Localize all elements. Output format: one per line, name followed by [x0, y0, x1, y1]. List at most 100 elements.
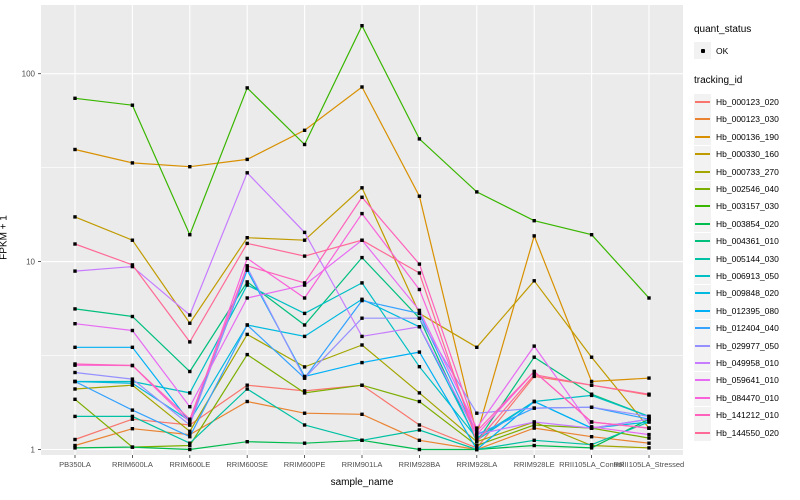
line-swatch-icon	[695, 361, 710, 364]
data-point-Hb_006913_050	[360, 281, 364, 285]
data-point-Hb_000330_160	[589, 355, 594, 359]
data-point-Hb_141212_010	[360, 195, 364, 199]
data-point-Hb_012404_040	[130, 408, 135, 412]
legend-item-label: Hb_000123_030	[716, 114, 779, 125]
legend-item-label: Hb_009848_020	[716, 288, 779, 299]
data-point-Hb_002546_040	[245, 352, 249, 357]
data-point-Hb_000123_030	[73, 443, 77, 448]
data-point-Hb_000136_190	[417, 194, 422, 198]
data-point-Hb_144550_020	[589, 383, 594, 387]
x-axis-title: sample_name	[330, 477, 394, 488]
legend-key-line-icon	[694, 354, 711, 372]
data-point-Hb_000136_190	[245, 157, 249, 162]
data-point-Hb_049958_010	[245, 171, 249, 175]
legend-section-quant-status: quant_status OK	[694, 24, 798, 60]
data-point-Hb_141212_010	[647, 426, 651, 430]
data-point-Hb_003854_020	[302, 441, 307, 445]
y-tick-label: 1	[31, 445, 36, 454]
data-point-Hb_005144_030	[360, 438, 364, 442]
data-point-Hb_012395_080	[73, 345, 77, 349]
legend-key-line-icon	[694, 267, 711, 285]
x-tick-label: RRIM600LE	[169, 460, 210, 469]
data-point-Hb_002546_040	[188, 443, 192, 448]
legend-item-label: Hb_004361_010	[716, 236, 779, 247]
data-point-Hb_029977_050	[188, 423, 192, 427]
data-point-Hb_003157_030	[475, 190, 479, 194]
line-swatch-icon	[695, 344, 710, 347]
y-tick-label: 10	[26, 257, 35, 266]
legend-item-Hb_005144_030: Hb_005144_030	[694, 250, 798, 268]
data-point-Hb_000330_160	[360, 186, 364, 190]
line-swatch-icon	[695, 135, 710, 138]
legend-key-line-icon	[694, 389, 711, 407]
data-point-Hb_059641_010	[417, 308, 422, 313]
data-point-Hb_029977_050	[360, 316, 364, 320]
data-point-Hb_000136_190	[532, 234, 536, 238]
x-tick-label: RRIM928BA	[399, 460, 441, 469]
data-point-Hb_049958_010	[647, 417, 651, 421]
legend-item-Hb_000123_030: Hb_000123_030	[694, 110, 798, 128]
data-point-Hb_005144_030	[417, 428, 422, 432]
legend-key-line-icon	[694, 180, 711, 198]
data-point-Hb_002546_040	[360, 383, 364, 387]
data-point-Hb_000123_030	[360, 412, 364, 416]
line-swatch-icon	[695, 257, 710, 260]
y-axis-title: FPKM + 1	[0, 215, 10, 260]
legend: quant_status OK tracking_id Hb_000123_02…	[694, 24, 798, 457]
legend-item-label: Hb_059641_010	[716, 375, 779, 386]
data-point-Hb_004361_010	[360, 255, 364, 260]
data-point-Hb_144550_020	[302, 254, 307, 258]
legend-key-line-icon	[694, 319, 711, 337]
legend-item-Hb_009848_020: Hb_009848_020	[694, 284, 798, 302]
data-point-Hb_002546_040	[302, 391, 307, 395]
data-point-Hb_000123_020	[73, 437, 77, 442]
data-point-Hb_084470_010	[302, 296, 307, 300]
line-swatch-icon	[695, 222, 710, 225]
data-point-Hb_000733_270	[302, 365, 307, 369]
data-point-Hb_000123_030	[245, 399, 249, 404]
data-point-Hb_000123_030	[647, 441, 651, 445]
data-point-Hb_000123_030	[532, 426, 536, 430]
data-point-Hb_005144_030	[532, 438, 536, 442]
data-point-Hb_003854_020	[589, 446, 594, 450]
data-point-Hb_059641_010	[532, 344, 536, 348]
data-point-Hb_144550_020	[417, 271, 422, 275]
legend-item-label: Hb_144550_020	[716, 427, 779, 438]
x-tick-label: RRIM600LA	[112, 460, 153, 469]
data-point-Hb_000123_020	[302, 389, 307, 393]
data-point-Hb_049958_010	[73, 269, 77, 273]
data-point-Hb_003157_030	[417, 137, 422, 141]
data-point-Hb_000733_270	[188, 429, 192, 433]
data-point-Hb_059641_010	[647, 432, 651, 437]
data-point-Hb_000733_270	[647, 446, 651, 450]
data-point-Hb_005144_030	[73, 414, 77, 419]
data-point-Hb_029977_050	[647, 414, 651, 419]
data-point-Hb_141212_010	[188, 417, 192, 421]
data-point-Hb_012404_040	[245, 323, 249, 327]
data-point-Hb_141212_010	[302, 281, 307, 285]
data-point-Hb_003157_030	[647, 296, 651, 300]
data-point-Hb_005144_030	[589, 443, 594, 447]
data-point-Hb_003157_030	[532, 219, 536, 223]
data-point-Hb_144550_020	[245, 241, 249, 246]
data-point-Hb_000136_190	[360, 85, 364, 89]
data-point-Hb_003854_020	[532, 443, 536, 448]
data-point-Hb_029977_050	[417, 316, 422, 320]
data-point-Hb_144550_020	[475, 440, 479, 444]
data-point-Hb_084470_010	[475, 432, 479, 437]
legend-key-line-icon	[694, 284, 711, 302]
data-point-Hb_004361_010	[302, 323, 307, 327]
data-point-Hb_002546_040	[417, 399, 422, 404]
line-swatch-icon	[695, 431, 710, 434]
legend-key-line-icon	[694, 302, 711, 320]
data-point-Hb_012395_080	[360, 360, 364, 365]
line-swatch-icon	[695, 379, 710, 382]
data-point-Hb_059641_010	[589, 425, 594, 429]
data-point-Hb_144550_020	[532, 373, 536, 377]
data-point-Hb_059641_010	[475, 426, 479, 430]
legend-section-tracking-id: tracking_id Hb_000123_020 Hb_000123_030 Hb…	[694, 75, 798, 441]
legend-item-label: Hb_002546_040	[716, 184, 779, 195]
legend-item-Hb_144550_020: Hb_144550_020	[694, 424, 798, 441]
data-point-Hb_012404_040	[73, 379, 77, 384]
